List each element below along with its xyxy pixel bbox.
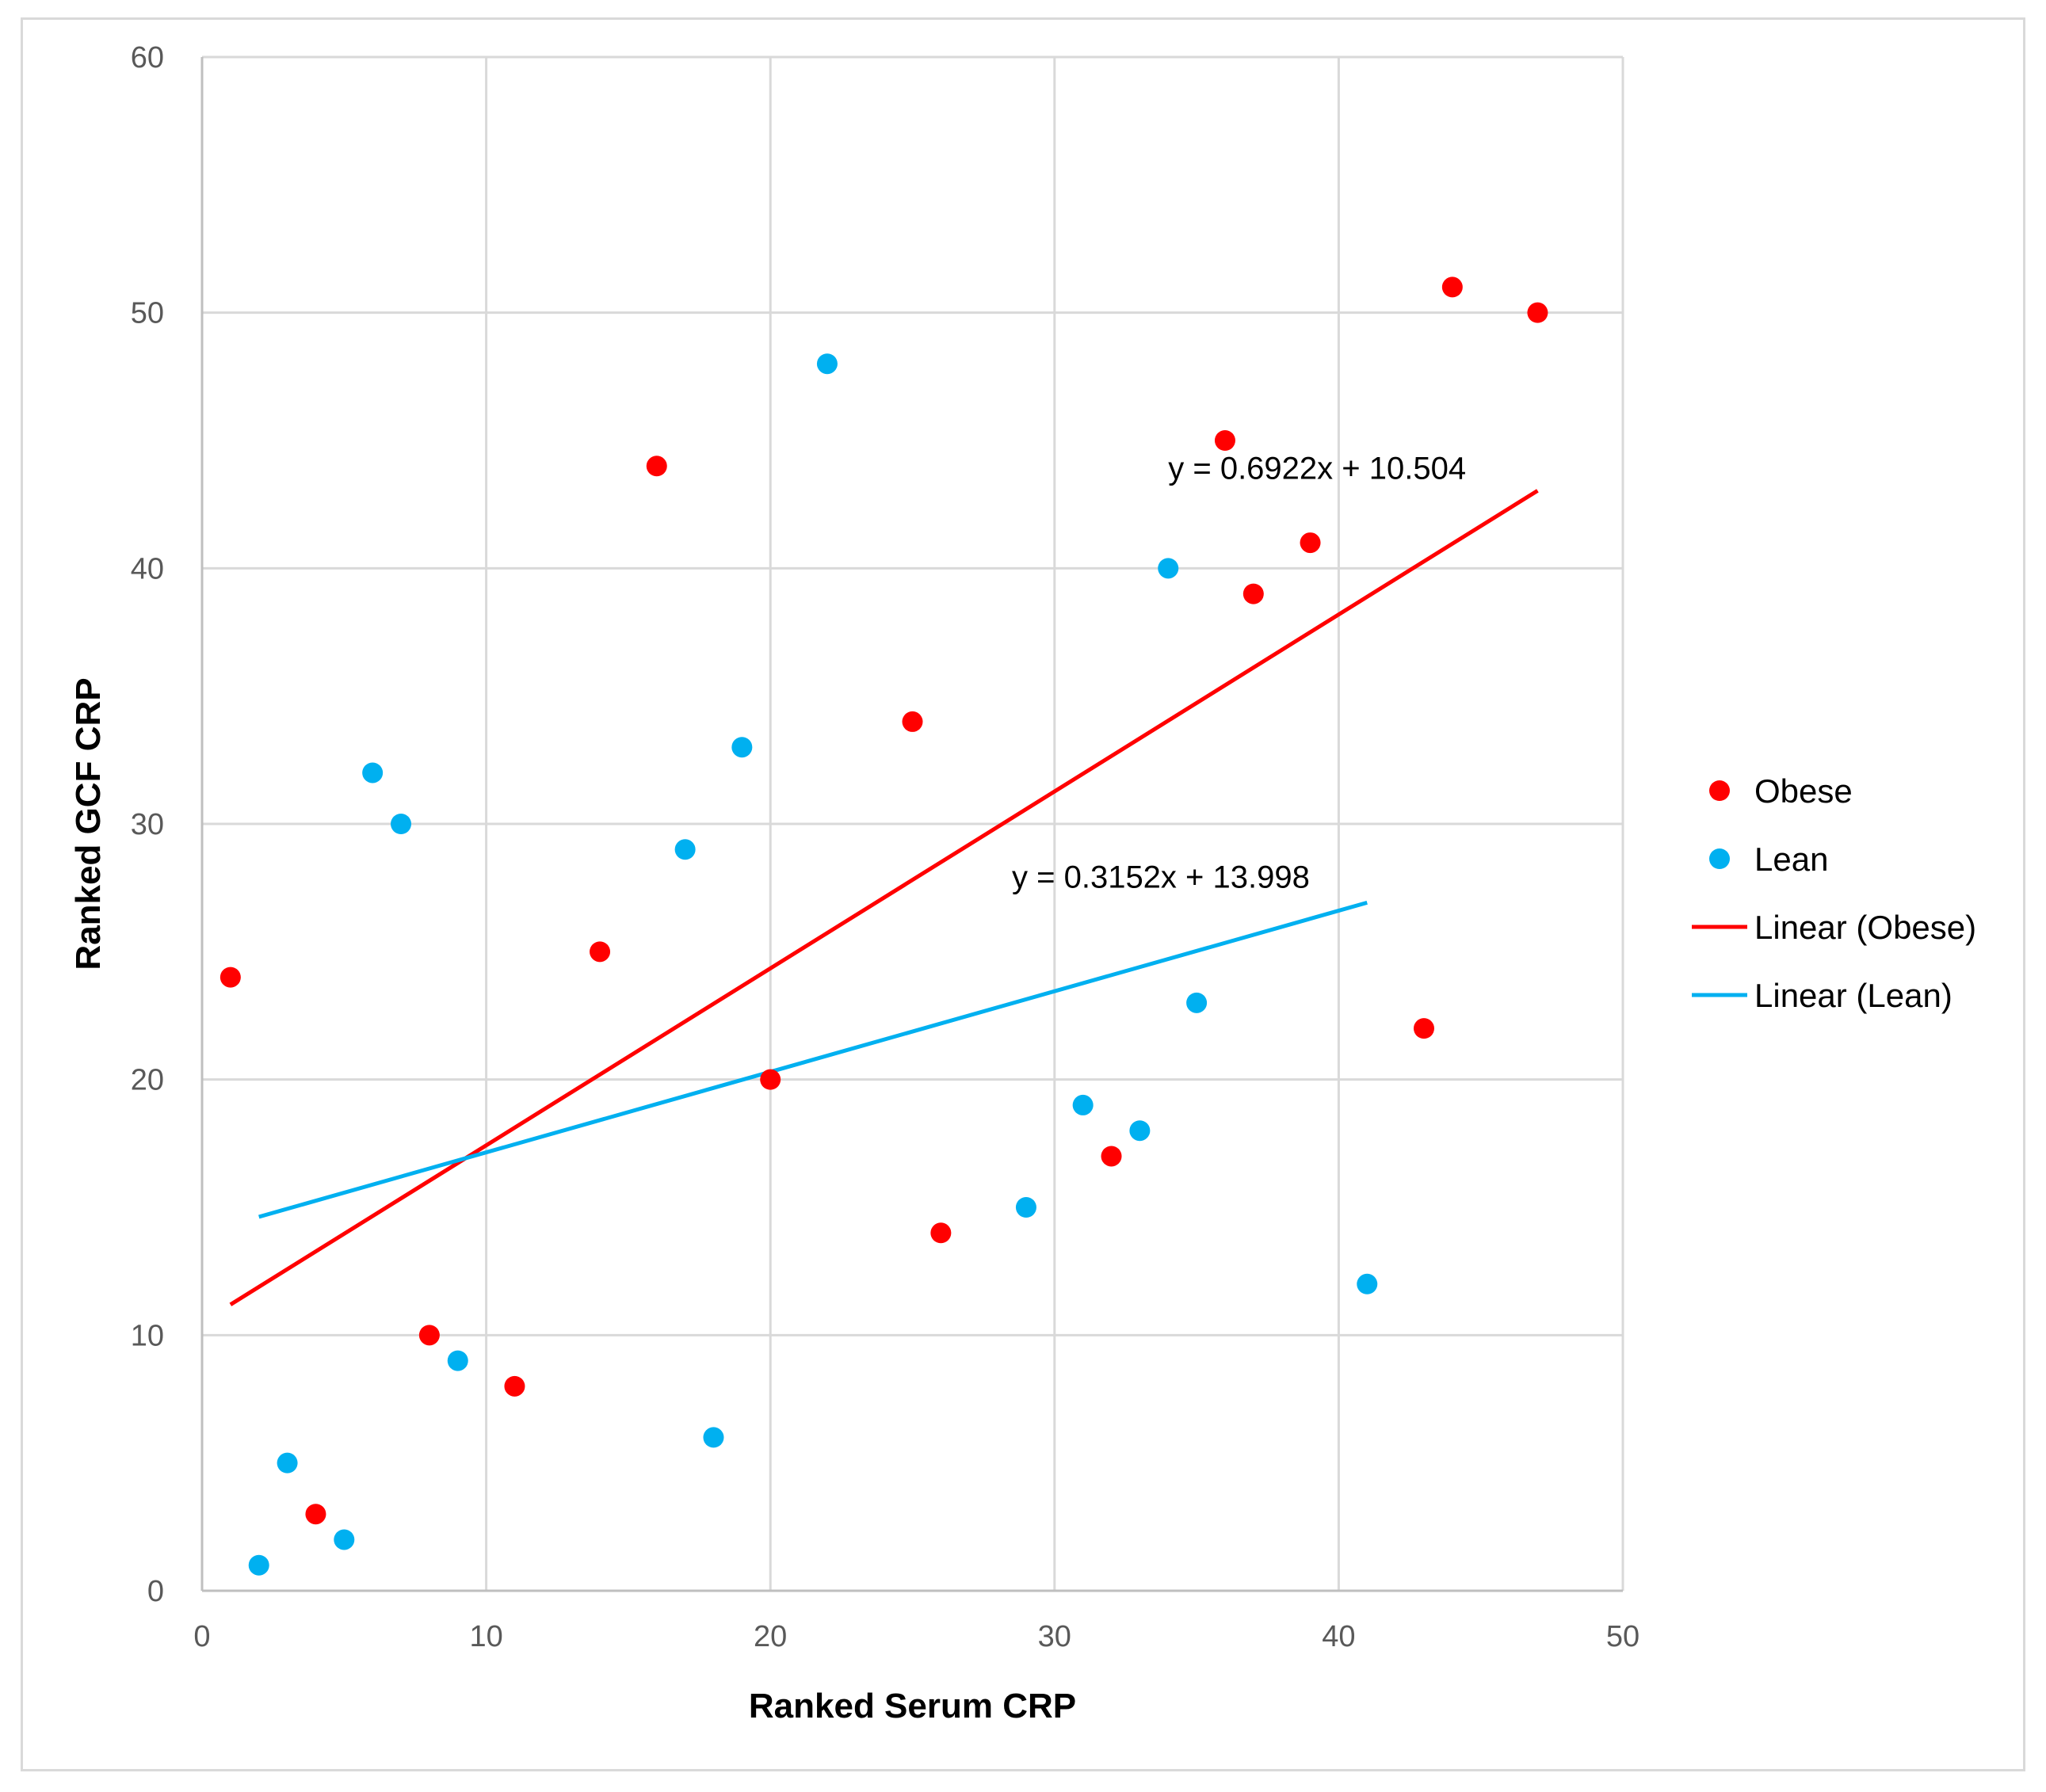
y-tick-label: 30 <box>131 808 164 841</box>
legend-label: Linear (Obese) <box>1754 909 1976 946</box>
data-point-obese <box>1214 430 1235 451</box>
legend-label: Lean <box>1754 841 1828 878</box>
data-point-obese <box>1441 276 1463 298</box>
data-point-obese <box>418 1325 440 1346</box>
data-point-lean <box>731 737 753 758</box>
data-point-obese <box>1242 583 1264 604</box>
data-point-lean <box>362 762 384 784</box>
legend-label: Obese <box>1754 772 1853 810</box>
data-point-obese <box>760 1069 781 1090</box>
y-tick-label: 20 <box>131 1064 164 1097</box>
y-tick-label: 50 <box>131 297 164 330</box>
data-point-lean <box>447 1350 468 1371</box>
data-point-lean <box>1186 992 1208 1013</box>
legend: Obese Lean Linear (Obese) Linear (Lean) <box>1692 772 1976 1014</box>
legend-marker-obese <box>1709 780 1730 801</box>
y-tick-label: 40 <box>131 552 164 585</box>
gridlines <box>202 55 1624 1591</box>
data-point-obese <box>930 1222 952 1244</box>
trendline-obese <box>229 489 1539 1306</box>
data-point-obese <box>504 1375 525 1397</box>
data-point-lean <box>1158 558 1179 579</box>
data-point-obese <box>219 967 241 988</box>
x-tick-label: 30 <box>1038 1620 1071 1653</box>
data-points <box>219 276 1548 1576</box>
data-point-obese <box>1527 302 1548 323</box>
data-point-obese <box>590 941 611 963</box>
data-point-obese <box>1413 1018 1434 1039</box>
y-axis-title: Ranked GCF CRP <box>69 677 108 970</box>
data-point-lean <box>1129 1120 1151 1142</box>
x-tick-label: 40 <box>1322 1620 1355 1653</box>
chart-frame <box>21 17 2025 1771</box>
data-point-lean <box>391 814 412 834</box>
y-tick-label: 60 <box>131 41 164 74</box>
trendline-lean <box>258 900 1368 1219</box>
trendlines <box>229 489 1539 1306</box>
data-point-lean <box>277 1452 298 1474</box>
data-point-lean <box>248 1554 269 1576</box>
legend-label: Linear (Lean) <box>1754 977 1952 1014</box>
data-point-obese <box>646 456 667 477</box>
data-point-lean <box>674 839 696 860</box>
labels: Ranked Serum CRP Ranked GCF CRP y = 0.69… <box>69 451 1466 1725</box>
x-tick-label: 0 <box>193 1620 210 1653</box>
data-point-lean <box>1357 1273 1378 1294</box>
data-point-lean <box>1015 1197 1036 1218</box>
data-point-obese <box>1300 532 1321 554</box>
data-point-lean <box>334 1529 355 1550</box>
data-point-lean <box>703 1427 724 1448</box>
x-axis-title: Ranked Serum CRP <box>749 1687 1076 1725</box>
x-tick-label: 50 <box>1606 1620 1639 1653</box>
data-point-lean <box>816 353 838 375</box>
data-point-lean <box>1072 1094 1094 1115</box>
trendline-equation-lean: y = 0.3152x + 13.998 <box>1012 860 1310 895</box>
axes: 0 10 20 30 40 50 0 10 20 30 40 50 60 <box>131 41 1639 1653</box>
x-tick-label: 10 <box>469 1620 502 1653</box>
y-tick-label: 10 <box>131 1319 164 1352</box>
data-point-obese <box>305 1504 326 1525</box>
data-point-obese <box>1101 1146 1122 1167</box>
x-tick-label: 20 <box>754 1620 787 1653</box>
y-tick-label: 0 <box>147 1575 164 1608</box>
data-point-obese <box>902 711 923 732</box>
legend-marker-lean <box>1709 848 1730 869</box>
trendline-equation-obese: y = 0.6922x + 10.504 <box>1168 451 1466 486</box>
